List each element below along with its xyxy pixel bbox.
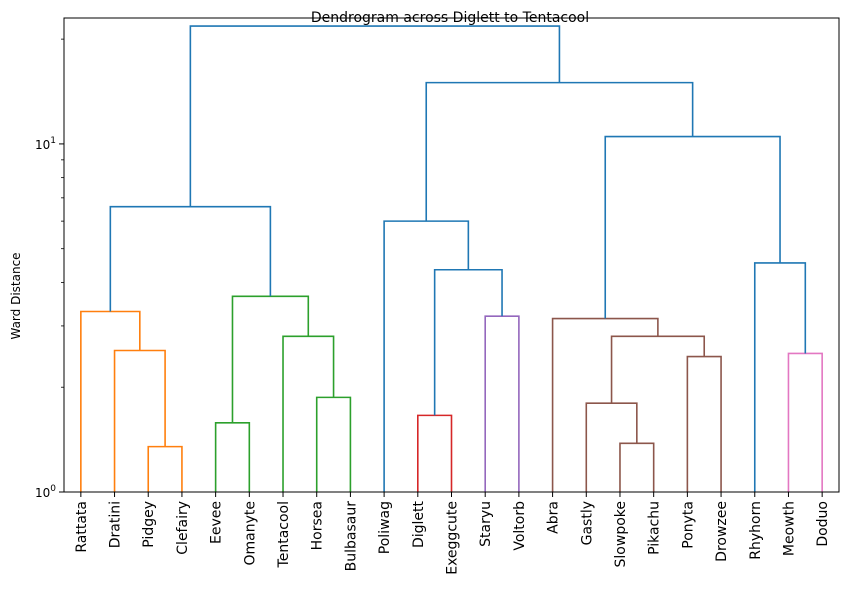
merge-link-m16 [610,335,706,404]
merge-link-m18 [787,352,823,492]
leaf-label: Diglett [411,500,427,548]
y-tick-label: 100 [35,484,56,500]
leaf-label: Tentacool [276,501,292,568]
leaf-label: Meowth [781,501,797,556]
merge-link-m3 [80,310,141,492]
merge-link-m14 [585,402,638,492]
y-tick-base: 10 [35,486,50,500]
leaf-label: Rattata [74,501,90,553]
y-tick-exponent: 1 [50,136,56,146]
merge-link-m15 [686,355,722,492]
dendrogram-links [80,25,823,492]
leaf-label: Horsea [310,501,326,550]
leaf-label: Omanyte [242,501,258,566]
merge-link-m6 [282,335,335,492]
leaf-label: Slowpoke [613,501,629,567]
leaf-label: Voltorb [512,501,528,551]
leaf-label: Gastly [579,501,595,545]
leaf-label: Staryu [478,501,494,547]
leaf-label: Ponyta [680,501,696,549]
merge-link-m7 [231,295,310,423]
y-axis-label: Ward Distance [9,252,23,339]
merge-link-m1 [147,445,183,492]
merge-link-m12 [383,220,470,492]
leaf-label: Abra [546,501,562,534]
merge-link-m2 [113,349,166,492]
merge-link-m17 [551,317,659,492]
leaf-label: Rhyhorn [748,501,764,560]
y-tick-base: 10 [35,138,50,152]
y-tick-label: 101 [35,136,56,152]
merge-link-m11 [433,268,503,416]
merge-link-m22 [189,25,561,207]
merge-link-m13 [619,442,655,492]
merge-link-m19 [753,262,807,492]
merge-link-m4 [214,422,251,492]
merge-link-m20 [604,135,781,319]
merge-link-m21 [425,81,694,222]
leaf-label: Pikachu [647,501,663,555]
leaf-label: Exeggcute [445,501,461,575]
leaf-label: Clefairy [175,501,191,555]
leaf-label: Poliwag [377,501,393,554]
leaf-label: Drowzee [714,501,730,562]
leaf-label: Eevee [209,501,225,544]
merge-link-m5 [315,396,352,492]
x-axis: Rattata Dratini Pidgey Clefairy Eevee Omanyte… [74,492,831,575]
leaf-label: Bulbasaur [343,501,359,572]
leaf-label: Pidgey [141,501,157,548]
merge-link-m9 [417,414,453,492]
leaf-label: Dratini [108,501,124,548]
y-tick-exponent: 0 [50,484,56,494]
leaf-label: Doduo [815,501,831,547]
merge-link-m10 [484,315,520,492]
